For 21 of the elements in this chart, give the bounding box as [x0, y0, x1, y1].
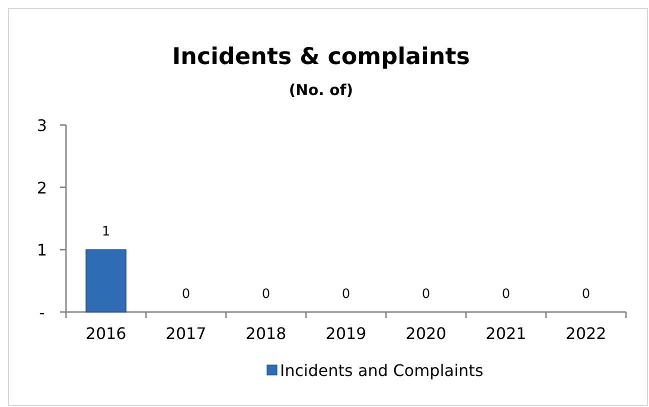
chart-subtitle: (No. of)	[288, 81, 354, 99]
data-label: 1	[102, 224, 110, 240]
legend-label: Incidents and Complaints	[280, 361, 484, 380]
data-label: 0	[422, 287, 430, 302]
y-tick-label: 2	[36, 178, 48, 198]
data-label: 0	[502, 287, 510, 302]
x-tick-label: 2020	[406, 324, 446, 343]
y-tick-label: 3	[36, 116, 48, 135]
x-tick-label: 2021	[486, 324, 526, 343]
x-tick-label: 2017	[166, 324, 206, 343]
data-label: 0	[582, 287, 590, 302]
x-tick-label: 2022	[566, 324, 606, 343]
x-tick-label: 2019	[326, 324, 366, 343]
data-label: 0	[262, 287, 270, 302]
y-tick-label: 1	[36, 240, 48, 260]
y-tick-label: -	[39, 303, 45, 322]
x-tick-label: 2016	[86, 324, 126, 343]
data-label: 0	[342, 287, 350, 302]
x-tick-label: 2018	[246, 324, 286, 343]
chart-title: Incidents & complaints	[172, 44, 470, 70]
data-label: 0	[182, 287, 190, 302]
